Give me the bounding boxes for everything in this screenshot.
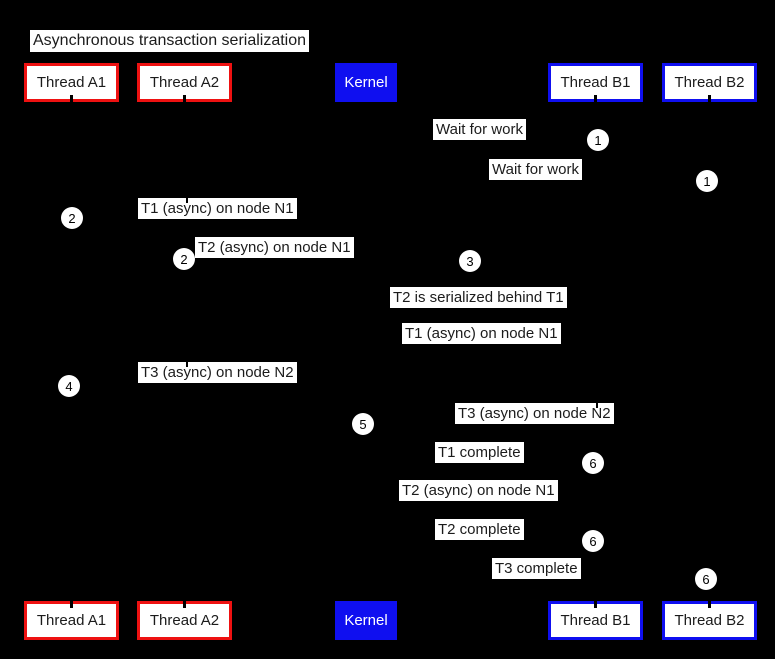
lifeline-notch-thread-a2-bottom [183, 601, 186, 608]
lifeline-notch-thread-b2-bottom [708, 601, 711, 608]
lifeline-notch-on-label [186, 362, 188, 367]
step-marker-1: 1 [587, 129, 609, 151]
step-marker-2: 2 [61, 207, 83, 229]
message-label: Wait for work [489, 159, 582, 180]
diagram-title: Asynchronous transaction serialization [30, 30, 310, 52]
step-marker-4: 4 [58, 375, 80, 397]
message-label: T1 complete [435, 442, 524, 463]
message-label: T3 complete [492, 558, 581, 579]
lifeline-thread-b2 [708, 102, 711, 601]
message-label: T2 is serialized behind T1 [390, 287, 567, 308]
message-label: T3 (async) on node N2 [455, 403, 614, 424]
lifeline-kernel [365, 102, 367, 601]
actor-kernel-top: Kernel [335, 63, 397, 102]
step-marker-1: 1 [696, 170, 718, 192]
step-marker-3: 3 [459, 250, 481, 272]
actor-kernel-bottom: Kernel [335, 601, 397, 640]
lifeline-notch-thread-a1-top [70, 95, 73, 102]
lifeline-thread-a2 [183, 102, 186, 601]
lifeline-notch-on-label [186, 198, 188, 203]
message-label: T2 complete [435, 519, 524, 540]
message-label: T3 (async) on node N2 [138, 362, 297, 383]
message-label: T1 (async) on node N1 [138, 198, 297, 219]
lifeline-thread-b1 [594, 102, 597, 601]
message-label: T2 (async) on node N1 [195, 237, 354, 258]
lifeline-notch-thread-b2-top [708, 95, 711, 102]
step-marker-5: 5 [352, 413, 374, 435]
message-label: Wait for work [433, 119, 526, 140]
message-label: T2 (async) on node N1 [399, 480, 558, 501]
message-label: T1 (async) on node N1 [402, 323, 561, 344]
lifeline-notch-thread-a2-top [183, 95, 186, 102]
step-marker-2: 2 [173, 248, 195, 270]
lifeline-thread-a1 [70, 102, 73, 601]
lifeline-notch-thread-a1-bottom [70, 601, 73, 608]
lifeline-notch-thread-b1-top [594, 95, 597, 102]
step-marker-6: 6 [695, 568, 717, 590]
step-marker-6: 6 [582, 530, 604, 552]
lifeline-notch-on-label [596, 403, 598, 408]
lifeline-notch-thread-b1-bottom [594, 601, 597, 608]
step-marker-6: 6 [582, 452, 604, 474]
